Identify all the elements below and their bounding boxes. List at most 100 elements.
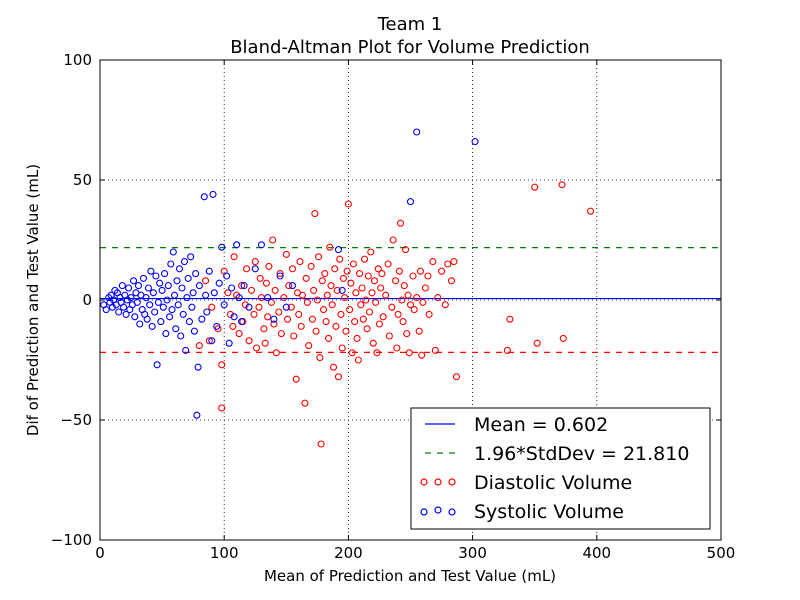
legend-mean-label: Mean = 0.602	[474, 414, 608, 436]
systolic-point	[175, 265, 184, 273]
legend-systolic-swatch	[420, 506, 456, 516]
diastolic-point	[399, 318, 407, 326]
diastolic-point	[344, 200, 352, 208]
y-tick-label: 100	[63, 51, 92, 69]
diastolic-point	[452, 373, 461, 381]
diastolic-point	[392, 277, 400, 285]
diastolic-point	[365, 308, 374, 316]
diastolic-point	[401, 246, 410, 254]
diastolic-point	[295, 310, 303, 318]
systolic-point	[159, 303, 167, 311]
diastolic-point	[270, 320, 278, 328]
y-tick-label: 0	[82, 291, 92, 309]
systolic-point	[180, 258, 189, 266]
systolic-point	[185, 318, 193, 326]
diastolic-point	[313, 296, 321, 304]
systolic-point	[223, 272, 231, 280]
diastolic-point	[437, 267, 446, 275]
diastolic-point	[388, 303, 396, 311]
systolic-point	[164, 282, 172, 290]
diastolic-point	[318, 277, 326, 285]
systolic-point	[162, 330, 170, 338]
systolic-point	[125, 284, 133, 292]
diastolic-point	[260, 325, 268, 333]
diastolic-point	[292, 375, 300, 383]
systolic-point	[218, 243, 226, 251]
diastolic-point	[311, 210, 319, 218]
systolic-point	[202, 291, 210, 299]
diastolic-point	[297, 322, 305, 330]
diastolic-point	[404, 291, 412, 299]
x-tick-label: 300	[458, 544, 487, 562]
diastolic-point	[405, 349, 413, 357]
systolic-series	[100, 128, 479, 419]
x-tick-label: 400	[582, 544, 611, 562]
diastolic-point	[256, 274, 264, 282]
diastolic-point	[398, 296, 406, 304]
diastolic-point	[303, 298, 311, 306]
diastolic-point	[251, 258, 259, 266]
diastolic-point	[332, 322, 340, 330]
systolic-point	[195, 282, 203, 290]
diastolic-point	[377, 284, 385, 292]
diastolic-point	[558, 181, 566, 189]
diastolic-point	[346, 306, 354, 314]
x-tick-label: 100	[210, 544, 239, 562]
systolic-point	[213, 322, 221, 330]
diastolic-point	[261, 339, 269, 347]
diastolic-point	[357, 301, 365, 309]
systolic-point	[118, 282, 126, 290]
systolic-point	[187, 253, 195, 261]
systolic-point	[147, 267, 155, 275]
diastolic-point	[364, 272, 372, 280]
diastolic-point	[323, 291, 331, 299]
diastolic-point	[308, 315, 316, 323]
diastolic-point	[298, 291, 306, 299]
systolic-point	[192, 270, 200, 278]
diastolic-point	[374, 265, 382, 273]
diastolic-point	[324, 334, 333, 342]
diastolic-point	[312, 327, 320, 335]
diastolic-point	[354, 356, 362, 364]
diastolic-point	[587, 207, 595, 215]
diastolic-point	[208, 303, 216, 311]
systolic-point	[154, 298, 162, 306]
diastolic-point	[403, 330, 411, 338]
systolic-point	[251, 265, 259, 273]
diastolic-point	[271, 286, 279, 294]
x-tick-label: 0	[95, 544, 105, 562]
diastolic-point	[255, 303, 263, 311]
diastolic-point	[218, 361, 226, 369]
systolic-point	[193, 411, 201, 419]
diastolic-point	[531, 183, 539, 191]
systolic-point	[228, 284, 236, 292]
systolic-point	[129, 277, 138, 285]
diastolic-point	[409, 272, 417, 280]
diastolic-point	[264, 313, 272, 321]
systolic-point	[194, 363, 202, 371]
diastolic-point	[351, 318, 359, 326]
diastolic-point	[326, 243, 334, 251]
diastolic-point	[410, 306, 418, 314]
diastolic-point	[359, 315, 367, 323]
diastolic-point	[218, 404, 226, 412]
diastolic-point	[280, 294, 288, 302]
diastolic-point	[315, 253, 323, 261]
systolic-point	[136, 320, 144, 328]
legend-diastolic-label: Diastolic Volume	[474, 472, 632, 494]
systolic-point	[146, 301, 154, 309]
diastolic-point	[378, 270, 386, 278]
diastolic-point	[272, 349, 280, 357]
systolic-point	[413, 128, 421, 136]
systolic-point	[282, 303, 290, 311]
diastolic-point	[369, 339, 377, 347]
diastolic-point	[406, 301, 415, 309]
chart-title: Team 1	[377, 14, 443, 35]
diastolic-point	[382, 291, 390, 299]
diastolic-point	[444, 260, 452, 268]
diastolic-point	[372, 298, 380, 306]
diastolic-point	[339, 274, 347, 282]
diastolic-point	[282, 250, 290, 258]
reference-lines	[100, 247, 721, 353]
y-tick-label: 50	[73, 171, 92, 189]
